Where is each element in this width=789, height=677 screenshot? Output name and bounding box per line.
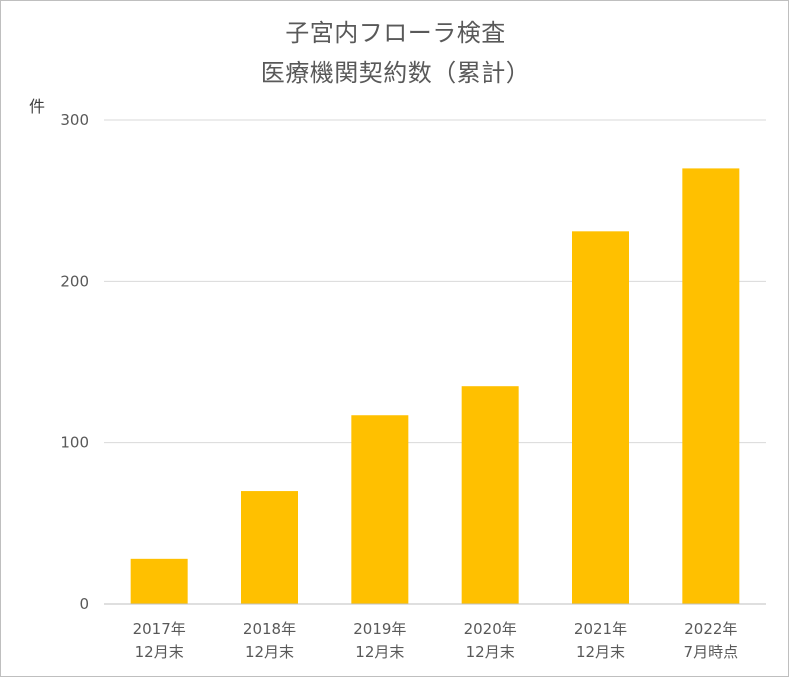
- chart-title-line-2: 医療機関契約数（累計）: [260, 59, 531, 87]
- bar-0: [130, 558, 188, 604]
- x-category-label-2-line-2: 12月末: [355, 643, 404, 661]
- bar-1: [241, 491, 298, 604]
- y-tick-label-300: 300: [60, 111, 89, 129]
- x-category-label-1-line-1: 2018年: [243, 620, 296, 638]
- x-category-label-3-line-2: 12月末: [466, 643, 515, 661]
- y-tick-label-0: 0: [79, 595, 89, 613]
- chart-title-line-1: 子宮内フローラ検査: [285, 19, 506, 47]
- bar-4: [572, 231, 629, 604]
- x-category-label-2-line-1: 2019年: [353, 620, 406, 638]
- y-tick-label-200: 200: [60, 272, 89, 290]
- bar-3: [461, 386, 519, 604]
- x-category-label-0-line-2: 12月末: [135, 643, 184, 661]
- x-category-label-3-line-1: 2020年: [464, 620, 517, 638]
- x-category-label-4-line-1: 2021年: [574, 620, 627, 638]
- x-category-label-0-line-1: 2017年: [133, 620, 186, 638]
- x-category-label-5-line-2: 7月時点: [684, 643, 739, 661]
- bar-2: [351, 415, 409, 604]
- x-category-label-4-line-2: 12月末: [576, 643, 625, 661]
- x-category-label-1-line-2: 12月末: [245, 643, 294, 661]
- y-tick-label-100: 100: [60, 434, 89, 452]
- chart-title: 子宮内フローラ検査 医療機関契約数（累計）: [1, 13, 788, 93]
- y-axis-unit-label: 件: [29, 97, 46, 116]
- x-category-label-5-line-1: 2022年: [684, 620, 737, 638]
- bar-5: [682, 168, 740, 604]
